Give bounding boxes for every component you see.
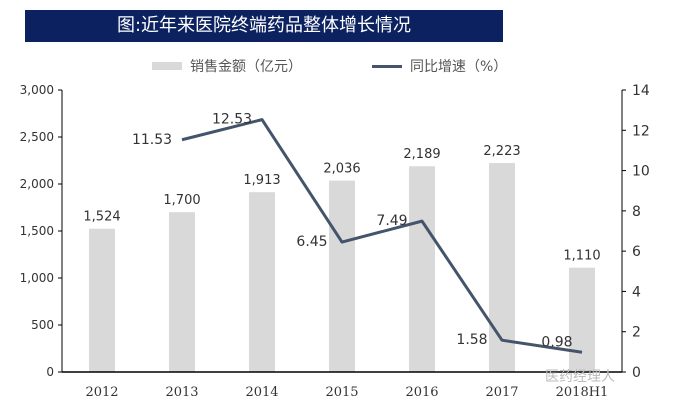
bar-label: 1,700 <box>163 193 200 208</box>
left-tick-label: 2,500 <box>20 130 54 144</box>
line-label: 0.98 <box>541 334 572 350</box>
left-tick-label: 500 <box>31 318 54 332</box>
right-tick-label: 14 <box>632 83 650 99</box>
bar-label: 1,913 <box>243 173 280 188</box>
bar-label: 2,223 <box>483 144 520 159</box>
line-label: 7.49 <box>376 213 407 229</box>
bar-2013 <box>169 212 195 372</box>
legend-swatch-line <box>372 64 402 68</box>
x-tick-label: 2016 <box>405 385 438 400</box>
x-tick-label: 2015 <box>325 385 358 400</box>
bar-2015 <box>329 180 355 372</box>
right-tick-label: 8 <box>632 204 641 220</box>
line-label: 12.53 <box>212 112 252 128</box>
x-tick-label: 2014 <box>245 385 278 400</box>
watermark: 医药经理人 <box>545 369 615 385</box>
legend-label-sales: 销售金额（亿元） <box>190 59 302 75</box>
legend-label-growth: 同比增速（%） <box>410 59 508 75</box>
legend-item-sales: 销售金额（亿元） <box>152 56 302 76</box>
bar-label: 2,036 <box>323 162 360 177</box>
bar-2017 <box>489 163 515 372</box>
x-tick-label: 2013 <box>165 385 198 400</box>
bar-label: 1,524 <box>83 210 120 225</box>
bar-2018H1 <box>569 267 595 372</box>
bar-2016 <box>409 166 435 372</box>
x-tick-label: 2012 <box>85 385 118 400</box>
legend-item-growth: 同比增速（%） <box>372 56 507 76</box>
legend-swatch-bar <box>152 62 182 70</box>
growth-line <box>181 118 583 354</box>
left-tick-label: 0 <box>46 365 54 379</box>
left-tick-label: 1,000 <box>20 271 54 285</box>
chart-title: 图:近年来医院终端药品整体增长情况 <box>25 10 503 42</box>
right-tick-label: 6 <box>632 244 641 260</box>
line-label: 6.45 <box>296 234 327 250</box>
bar-2012 <box>89 228 115 372</box>
right-tick-label: 2 <box>632 325 641 341</box>
right-tick-label: 4 <box>632 284 641 300</box>
right-tick-label: 0 <box>632 365 641 381</box>
line-label: 11.53 <box>132 132 172 148</box>
left-tick-label: 3,000 <box>20 83 54 97</box>
left-tick-label: 1,500 <box>20 224 54 238</box>
right-tick-label: 10 <box>632 164 650 180</box>
line-label: 1.58 <box>456 332 487 348</box>
bar-label: 1,110 <box>563 249 600 264</box>
x-tick-label: 2017 <box>485 385 518 400</box>
right-tick-label: 12 <box>632 123 650 139</box>
left-tick-label: 2,000 <box>20 177 54 191</box>
x-tick-label: 2018H1 <box>556 385 609 400</box>
bar-label: 2,189 <box>403 147 440 162</box>
bar-2014 <box>249 192 275 372</box>
